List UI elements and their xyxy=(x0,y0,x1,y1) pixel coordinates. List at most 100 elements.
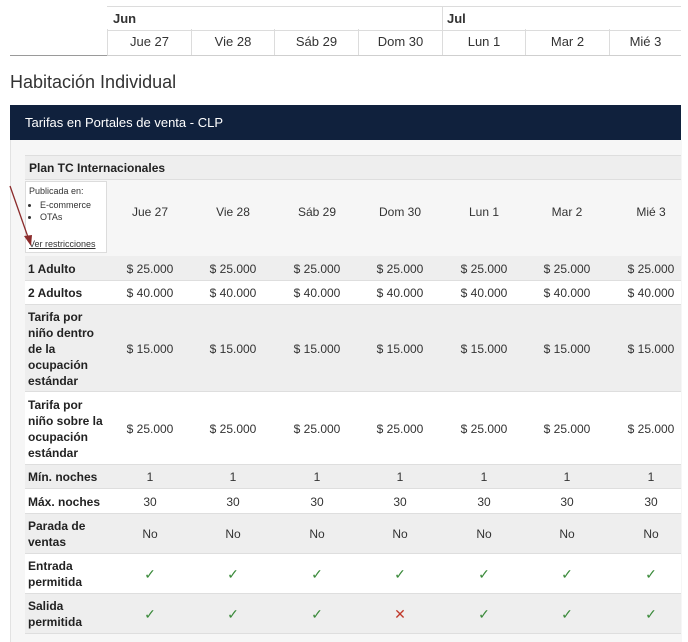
divider xyxy=(10,55,107,56)
channel-item: OTAs xyxy=(40,211,103,223)
rate-cell: 1 xyxy=(480,470,488,484)
rate-cell: $ 25.000 xyxy=(627,421,675,436)
rate-cell: 30 xyxy=(143,494,157,509)
rate-cell: 1 xyxy=(313,470,321,484)
rate-row: Mín. noches 1 1 1 1 1 1 1 xyxy=(25,465,681,489)
rate-cell: $ 25.000 xyxy=(126,261,174,276)
check-icon: ✓ xyxy=(144,606,156,622)
rate-cell: $ 25.000 xyxy=(126,421,174,436)
rate-cell: No xyxy=(476,527,492,541)
top-day-header: Mar 2 xyxy=(525,29,609,55)
column-day-header: Sáb 29 xyxy=(297,205,337,219)
top-day-header: Mié 3 xyxy=(609,29,681,55)
rate-cell: 30 xyxy=(226,494,240,509)
month-divider xyxy=(442,7,443,30)
check-icon: ✓ xyxy=(311,606,323,622)
panel-header: Tarifas en Portales de venta - CLP xyxy=(10,105,681,140)
rate-cell: No xyxy=(392,527,408,541)
rate-row: Tarifa por niño sobre la ocupación están… xyxy=(25,392,681,465)
row-label: Entrada permitida xyxy=(28,559,83,589)
rate-row: 2 Adultos $ 40.000 $ 40.000 $ 40.000 $ 40.00… xyxy=(25,281,681,305)
rate-row: Máx. noches 30 30 30 30 30 30 30 xyxy=(25,489,681,514)
rate-cell: $ 40.000 xyxy=(460,286,508,300)
top-day-header: Lun 1 xyxy=(442,29,525,55)
check-icon: ✓ xyxy=(144,566,156,582)
rate-cell: $ 25.000 xyxy=(209,261,257,276)
check-icon: ✓ xyxy=(645,606,657,622)
check-icon: ✓ xyxy=(394,566,406,582)
rate-row: 1 Adulto $ 25.000 $ 25.000 $ 25.000 $ 25.000… xyxy=(25,256,681,281)
month-label-jun: Jun xyxy=(113,11,137,26)
rate-cell: $ 40.000 xyxy=(209,286,257,300)
rate-cell: $ 40.000 xyxy=(126,286,174,300)
rate-cell: 30 xyxy=(393,494,407,509)
rate-row: Salida permitida ✓ ✓ ✓ ✕ ✓ ✓ ✓ xyxy=(25,594,681,634)
plan-name: Plan TC Internacionales xyxy=(25,155,681,180)
rate-cell: 1 xyxy=(563,470,571,484)
top-day-header: Jue 27 xyxy=(107,29,191,55)
rate-cell: 30 xyxy=(477,494,491,509)
rate-cell: 30 xyxy=(644,494,658,509)
channel-item: E-commerce xyxy=(40,199,103,211)
rate-cell: $ 15.000 xyxy=(543,341,591,356)
row-label: 1 Adulto xyxy=(28,261,76,276)
rate-row: Parada de ventas No No No No No No No xyxy=(25,514,681,554)
rate-cell: No xyxy=(225,527,241,541)
rate-cell: $ 25.000 xyxy=(543,421,591,436)
rate-cell: $ 40.000 xyxy=(376,286,424,300)
check-icon: ✓ xyxy=(645,566,657,582)
rate-cell: $ 25.000 xyxy=(543,261,591,276)
check-icon: ✓ xyxy=(561,606,573,622)
check-icon: ✓ xyxy=(227,606,239,622)
rate-cell: No xyxy=(559,527,575,541)
rate-cell: $ 25.000 xyxy=(460,261,508,276)
rate-cell: $ 40.000 xyxy=(627,286,675,300)
rate-cell: $ 25.000 xyxy=(460,421,508,436)
rate-cell: 1 xyxy=(229,470,237,484)
view-restrictions-link[interactable]: Ver restricciones xyxy=(29,239,96,249)
check-icon: ✓ xyxy=(478,566,490,582)
rate-cell: $ 25.000 xyxy=(376,421,424,436)
arrow-head xyxy=(24,235,32,246)
rate-cell: $ 15.000 xyxy=(126,341,174,356)
month-header-row: Jun Jul xyxy=(107,6,681,31)
rate-cell: $ 25.000 xyxy=(627,261,675,276)
rate-cell: 30 xyxy=(310,494,324,509)
top-day-header-row: Jue 27 Vie 28 Sáb 29 Dom 30 Lun 1 Mar 2 … xyxy=(107,29,681,56)
rate-cell: $ 40.000 xyxy=(293,286,341,300)
rate-cell: No xyxy=(309,527,325,541)
rate-cell: $ 15.000 xyxy=(460,341,508,356)
row-label: Tarifa por niño dentro de la ocupación e… xyxy=(28,309,94,388)
rate-row: Tarifa por niño dentro de la ocupación e… xyxy=(25,305,681,392)
published-channels-box: Publicada en: E-commerce OTAs Ver restri… xyxy=(25,181,107,253)
row-label: 2 Adultos xyxy=(28,286,83,300)
row-label: Salida permitida xyxy=(28,599,83,629)
column-day-header: Mar 2 xyxy=(551,205,583,219)
rate-cell: $ 15.000 xyxy=(627,341,675,356)
rate-cell: No xyxy=(643,527,659,541)
check-icon: ✓ xyxy=(311,566,323,582)
column-day-header: Lun 1 xyxy=(468,205,500,219)
check-icon: ✓ xyxy=(561,566,573,582)
rate-cell: $ 25.000 xyxy=(376,261,424,276)
row-label: Mín. noches xyxy=(28,470,98,484)
row-label: Tarifa por niño sobre la ocupación están… xyxy=(28,397,103,460)
top-day-header: Dom 30 xyxy=(358,29,442,55)
cross-icon: ✕ xyxy=(394,606,406,622)
published-label: Publicada en: xyxy=(29,186,84,196)
rate-cell: $ 25.000 xyxy=(209,421,257,436)
check-icon: ✓ xyxy=(227,566,239,582)
channel-list: E-commerce OTAs xyxy=(29,199,103,223)
month-label-jul: Jul xyxy=(447,11,466,26)
arrow-line xyxy=(9,185,30,241)
column-day-header: Vie 28 xyxy=(216,205,250,219)
row-label: Máx. noches xyxy=(28,494,101,509)
rate-cell: $ 25.000 xyxy=(293,261,341,276)
rate-cell: No xyxy=(142,527,158,541)
rate-cell: $ 40.000 xyxy=(543,286,591,300)
column-day-header: Mié 3 xyxy=(636,205,666,219)
rate-cell: $ 15.000 xyxy=(209,341,257,356)
room-title: Habitación Individual xyxy=(10,72,177,92)
rate-cell: 1 xyxy=(647,470,655,484)
rate-cell: 1 xyxy=(396,470,404,484)
